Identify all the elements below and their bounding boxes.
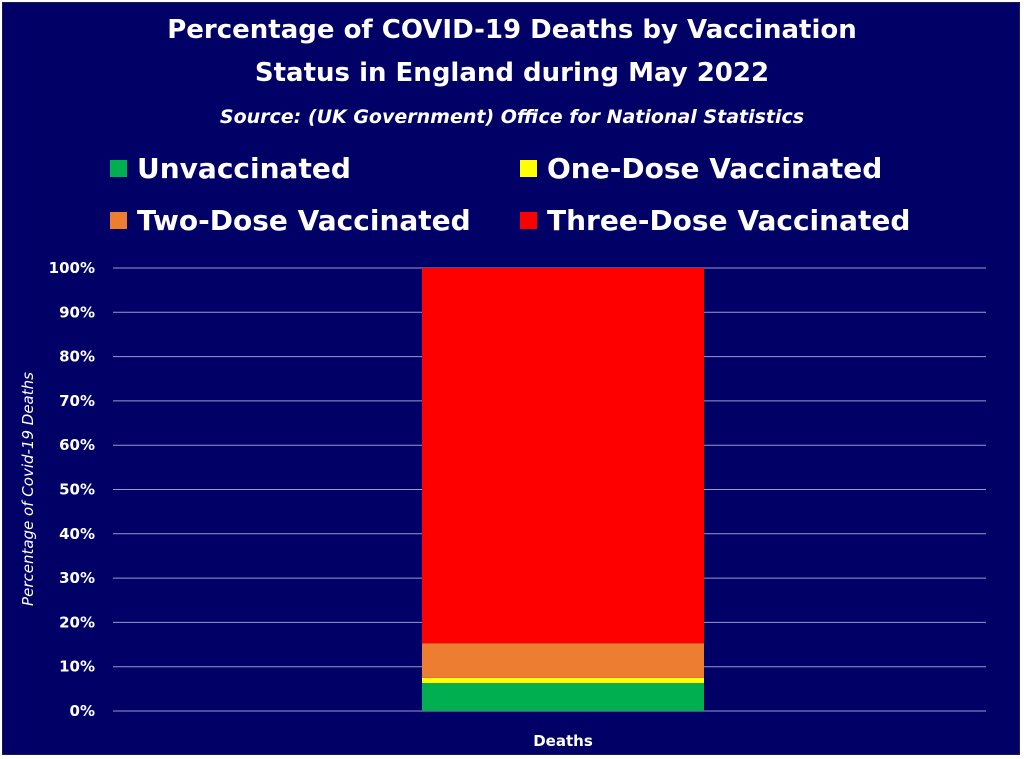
bar-segment-two-dose-vaccinated: [422, 643, 704, 678]
legend-swatch-one-dose: [520, 160, 537, 177]
legend-label-unvaccinated: Unvaccinated: [137, 152, 351, 185]
y-tick-label-0: 0%: [70, 702, 95, 720]
legend-label-one-dose: One-Dose Vaccinated: [547, 152, 883, 185]
bar-segment-three-dose-vaccinated: [422, 268, 704, 644]
legend-swatch-three-dose: [520, 212, 537, 229]
y-axis-title: Percentage of Covid-19 Deaths: [19, 372, 37, 606]
bar-segment-unvaccinated: [422, 683, 704, 711]
bar-segment-one-dose-vaccinated: [422, 677, 704, 684]
y-tick-label-50: 50%: [59, 481, 95, 499]
legend-swatch-unvaccinated: [110, 160, 127, 177]
chart-title-line-1: Percentage of COVID-19 Deaths by Vaccina…: [167, 15, 857, 45]
y-tick-label-10: 10%: [59, 658, 95, 676]
legend-label-two-dose: Two-Dose Vaccinated: [137, 204, 471, 237]
y-tick-label-20: 20%: [59, 613, 95, 631]
y-tick-label-60: 60%: [59, 436, 95, 454]
legend-item-unvaccinated: Unvaccinated: [110, 152, 351, 185]
legend-swatch-two-dose: [110, 212, 127, 229]
y-tick-label-90: 90%: [59, 303, 95, 321]
x-tick-label-deaths: Deaths: [533, 732, 593, 750]
legend-item-two-dose: Two-Dose Vaccinated: [110, 204, 471, 237]
y-tick-label-70: 70%: [59, 392, 95, 410]
legend-item-one-dose: One-Dose Vaccinated: [520, 152, 882, 185]
y-tick-label-100: 100%: [49, 259, 95, 277]
legend-item-three-dose: Three-Dose Vaccinated: [520, 204, 910, 237]
y-axis-ticks: 0% 10% 20% 30% 40% 50% 60% 70% 80% 90% 100%: [49, 259, 95, 720]
y-tick-label-40: 40%: [59, 525, 95, 543]
y-tick-label-80: 80%: [59, 348, 95, 366]
legend-label-three-dose: Three-Dose Vaccinated: [547, 204, 911, 237]
y-tick-label-30: 30%: [59, 569, 95, 587]
bars: [422, 268, 704, 711]
x-axis-ticks: Deaths: [533, 732, 593, 750]
chart-subtitle: Source: (UK Government) Office for Natio…: [219, 106, 805, 128]
chart-title-line-2: Status in England during May 2022: [254, 58, 770, 88]
